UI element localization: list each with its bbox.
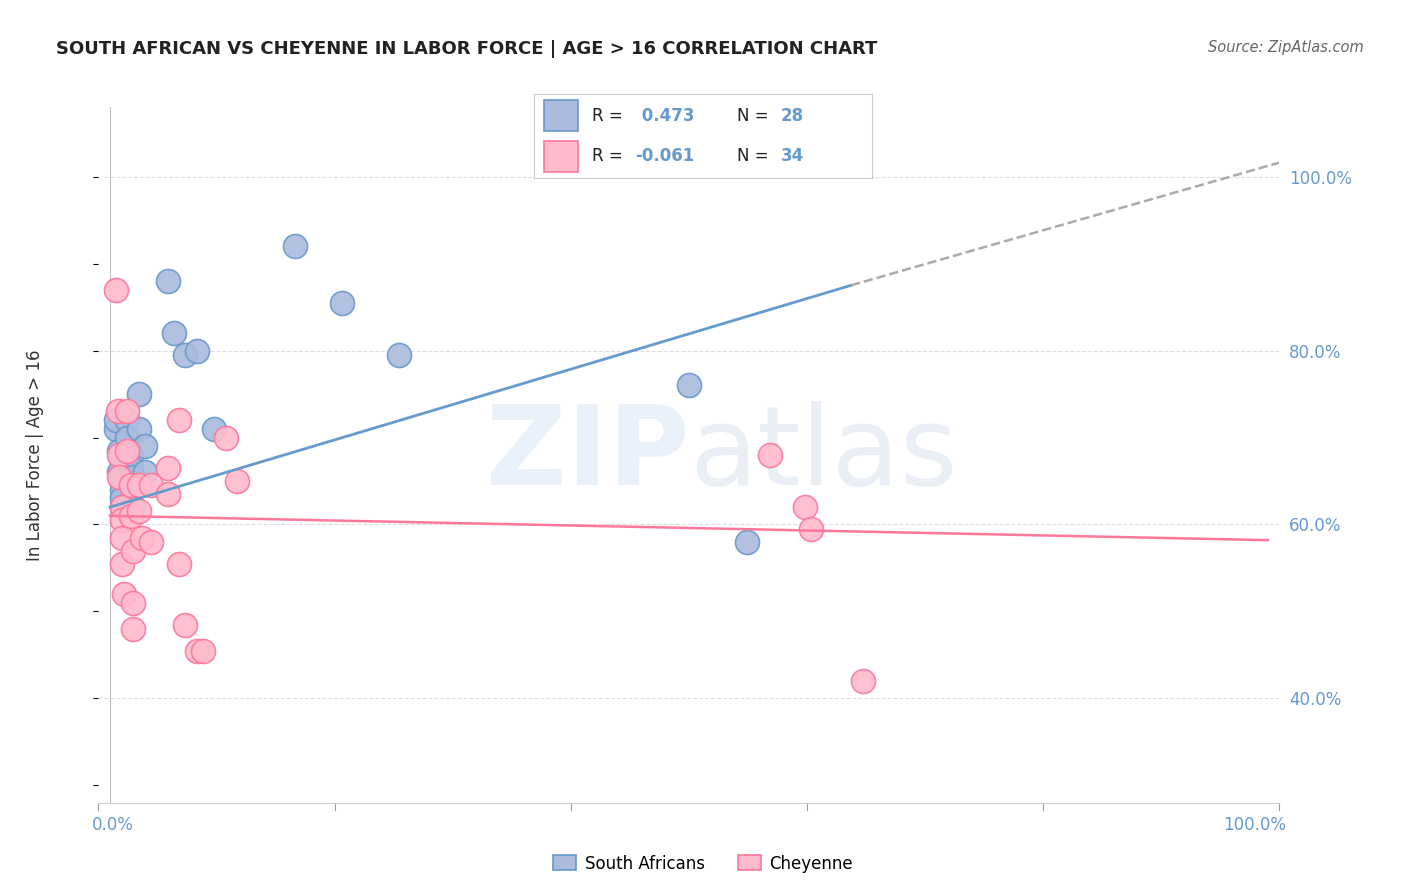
Point: [134, 439, 156, 453]
Point: [793, 500, 815, 514]
Point: [122, 543, 145, 558]
Point: [156, 487, 179, 501]
Point: [117, 413, 139, 427]
Point: [202, 422, 225, 436]
Text: SOUTH AFRICAN VS CHEYENNE IN LABOR FORCE | AGE > 16 CORRELATION CHART: SOUTH AFRICAN VS CHEYENNE IN LABOR FORCE…: [56, 40, 877, 58]
Point: [156, 274, 179, 288]
Point: [163, 326, 186, 341]
Point: [799, 522, 821, 536]
Point: [110, 531, 132, 545]
Text: 0.473: 0.473: [636, 107, 695, 125]
Point: [120, 448, 142, 462]
Point: [107, 404, 129, 418]
Text: R =: R =: [592, 107, 627, 125]
Point: [759, 448, 782, 462]
Point: [388, 348, 411, 362]
Text: ZIP: ZIP: [485, 401, 689, 508]
Point: [108, 443, 131, 458]
Point: [122, 469, 145, 483]
Point: [120, 461, 142, 475]
Point: [174, 617, 197, 632]
Text: 100.0%: 100.0%: [1223, 816, 1286, 834]
Point: [852, 674, 875, 689]
Point: [112, 587, 135, 601]
Text: -0.061: -0.061: [636, 147, 695, 165]
Point: [108, 448, 131, 462]
Point: [110, 491, 132, 506]
Point: [117, 404, 139, 418]
Point: [122, 596, 145, 610]
Text: In Labor Force | Age > 16: In Labor Force | Age > 16: [27, 349, 44, 561]
Legend: South Africans, Cheyenne: South Africans, Cheyenne: [546, 848, 860, 880]
Point: [117, 443, 139, 458]
Point: [191, 643, 214, 657]
Point: [678, 378, 700, 392]
Point: [122, 622, 145, 636]
Point: [128, 387, 150, 401]
Point: [110, 557, 132, 571]
Point: [110, 469, 132, 483]
Point: [128, 422, 150, 436]
Bar: [544, 141, 578, 171]
Text: 28: 28: [780, 107, 804, 125]
Point: [122, 500, 145, 514]
Point: [108, 466, 131, 480]
Text: 0.0%: 0.0%: [91, 816, 134, 834]
Point: [104, 413, 127, 427]
Point: [186, 643, 208, 657]
Point: [108, 469, 131, 483]
Text: Source: ZipAtlas.com: Source: ZipAtlas.com: [1208, 40, 1364, 55]
Point: [110, 513, 132, 527]
Point: [330, 295, 353, 310]
Point: [139, 478, 162, 492]
Text: R =: R =: [592, 147, 627, 165]
Point: [117, 431, 139, 445]
Point: [169, 557, 191, 571]
Point: [110, 483, 132, 497]
Text: 34: 34: [780, 147, 804, 165]
Point: [169, 413, 191, 427]
Point: [120, 478, 142, 492]
Point: [226, 474, 249, 488]
Text: atlas: atlas: [689, 401, 957, 508]
Point: [128, 504, 150, 518]
Point: [174, 348, 197, 362]
Point: [110, 500, 132, 514]
Point: [128, 478, 150, 492]
Point: [104, 422, 127, 436]
Point: [215, 431, 238, 445]
Point: [139, 535, 162, 549]
Point: [104, 283, 127, 297]
Point: [134, 466, 156, 480]
Point: [110, 500, 132, 514]
Point: [156, 461, 179, 475]
Point: [284, 239, 307, 253]
Point: [186, 343, 208, 358]
Text: N =: N =: [737, 147, 773, 165]
Text: N =: N =: [737, 107, 773, 125]
Point: [735, 535, 758, 549]
Point: [131, 531, 153, 545]
Point: [120, 508, 142, 523]
Bar: [544, 101, 578, 131]
